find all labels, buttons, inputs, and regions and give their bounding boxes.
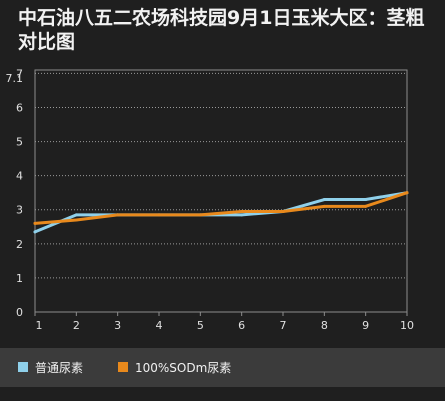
y-tick-label-1: 1 xyxy=(16,272,23,285)
series-1-point-2 xyxy=(116,213,120,217)
x-tick-label-8: 9 xyxy=(362,319,369,332)
chart-title: 中石油八五二农场科技园9月1日玉米大区：茎粗对比图 xyxy=(18,7,425,53)
y-tick-label-7: 7 xyxy=(16,67,23,80)
legend-item-series-1: 100%SODm尿素 xyxy=(118,359,231,375)
x-tick-label-3: 4 xyxy=(156,319,163,332)
y-tick-label-6: 6 xyxy=(16,101,23,114)
x-tick-label-4: 5 xyxy=(197,319,204,332)
series-1-point-6 xyxy=(281,209,285,213)
x-tick-label-7: 8 xyxy=(321,319,328,332)
plot-area xyxy=(34,69,408,313)
series-1-point-7 xyxy=(322,204,326,208)
series-0-point-1 xyxy=(74,213,78,217)
series-1-point-4 xyxy=(198,213,202,217)
series-line-0 xyxy=(33,191,409,234)
y-tick-label-8: 7.1 xyxy=(6,72,24,85)
series-0-point-7 xyxy=(322,198,326,202)
y-tick-label-0: 0 xyxy=(16,306,23,319)
y-tick-label-3: 3 xyxy=(16,204,23,217)
series-1-point-1 xyxy=(74,218,78,222)
legend-label-series-0: 普通尿素 xyxy=(35,360,84,375)
series-1-point-3 xyxy=(157,213,161,217)
legend-swatch-series-0 xyxy=(18,362,28,372)
series-0-point-8 xyxy=(364,198,368,202)
series-1-point-9 xyxy=(405,191,409,195)
legend-label-series-1: 100%SODm尿素 xyxy=(135,360,232,375)
x-tick-label-2: 3 xyxy=(114,319,121,332)
series-line-1 xyxy=(33,191,409,225)
legend: 普通尿素 100%SODm尿素 xyxy=(0,348,445,387)
series-0-point-0 xyxy=(33,230,37,234)
series-1-point-5 xyxy=(240,209,244,213)
y-tick-label-5: 5 xyxy=(16,136,23,149)
series-1-point-0 xyxy=(33,221,37,225)
x-tick-label-9: 10 xyxy=(400,319,414,332)
series-1-point-8 xyxy=(364,204,368,208)
x-tick-label-5: 6 xyxy=(238,319,245,332)
x-tick-label-6: 7 xyxy=(280,319,287,332)
x-tick-label-0: 1 xyxy=(36,319,43,332)
x-tick-label-1: 2 xyxy=(73,319,80,332)
legend-item-series-0: 普通尿素 xyxy=(18,359,83,375)
y-tick-label-2: 2 xyxy=(16,238,23,251)
y-tick-label-4: 4 xyxy=(16,170,23,183)
legend-swatch-series-1 xyxy=(118,362,128,372)
series-0-point-5 xyxy=(240,213,244,217)
